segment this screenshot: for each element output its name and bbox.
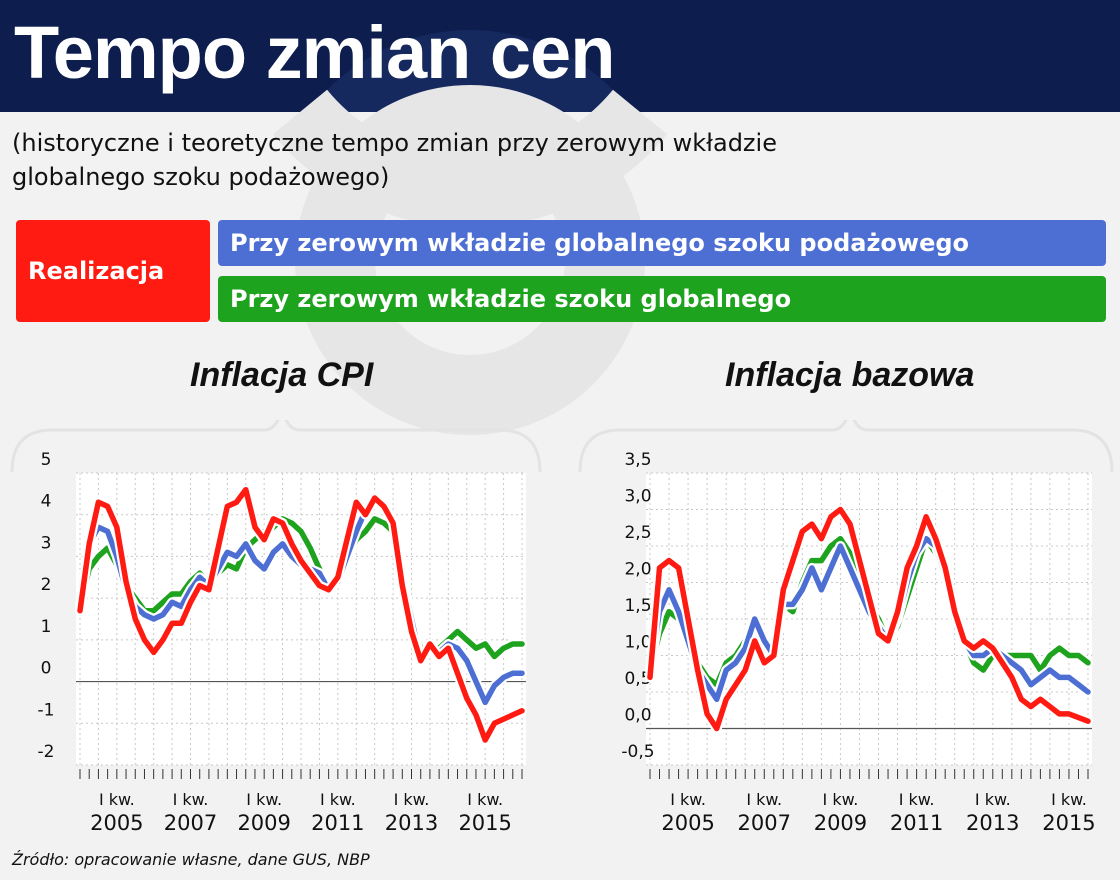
x-tick-label-quarter: I kw. <box>394 790 430 809</box>
x-tick-label-quarter: I kw. <box>246 790 282 809</box>
y-tick-label: -2 <box>38 742 55 762</box>
y-tick-label: 5 <box>41 450 52 470</box>
y-tick-label: 3,5 <box>624 450 651 470</box>
legend-blue: Przy zerowym wkładzie globalnego szoku p… <box>218 220 1106 266</box>
x-tick-label-year: 2013 <box>966 811 1019 835</box>
y-tick-label: 0 <box>41 659 52 679</box>
y-tick-label: 1,5 <box>624 596 651 616</box>
x-tick-label-year: 2013 <box>385 811 438 835</box>
x-tick-label-quarter: I kw. <box>320 790 356 809</box>
source-note: Źródło: opracowanie własne, dane GUS, NB… <box>12 850 370 869</box>
x-tick-label-year: 2005 <box>90 811 143 835</box>
legend-blue-label: Przy zerowym wkładzie globalnego szoku p… <box>230 229 970 257</box>
y-tick-label: 4 <box>41 492 52 512</box>
x-tick-label-quarter: I kw. <box>467 790 503 809</box>
chart-title-cpi: Inflacja CPI <box>190 356 374 394</box>
x-tick-label-year: 2015 <box>1042 811 1095 835</box>
x-tick-label-year: 2009 <box>814 811 867 835</box>
subtitle: (historyczne i teoretyczne tempo zmian p… <box>12 129 777 191</box>
y-tick-label: -0,5 <box>621 742 654 762</box>
brace-decoration <box>10 420 542 473</box>
y-tick-label: 0,5 <box>624 669 651 689</box>
x-tick-label-year: 2015 <box>458 811 511 835</box>
x-tick-label-year: 2011 <box>311 811 364 835</box>
y-tick-label: 1,0 <box>624 633 651 653</box>
x-tick-label-quarter: I kw. <box>823 790 859 809</box>
header-banner: Tempo zmian cen <box>0 0 1120 112</box>
y-tick-label: 2,0 <box>624 560 651 580</box>
legend-realizacja-label: Realizacja <box>28 257 165 285</box>
y-tick-label: 3,0 <box>624 487 651 507</box>
y-tick-label: 2 <box>41 575 52 595</box>
x-tick-label-quarter: I kw. <box>670 790 706 809</box>
y-tick-label: 1 <box>41 617 52 637</box>
y-tick-label: -1 <box>38 700 55 720</box>
x-tick-label-year: 2011 <box>890 811 943 835</box>
x-tick-label-year: 2007 <box>164 811 217 835</box>
y-tick-label: 3 <box>41 533 52 553</box>
y-tick-label: 0,0 <box>624 706 651 726</box>
brace-decoration <box>578 420 1114 473</box>
x-tick-label-year: 2005 <box>661 811 714 835</box>
chart-bazowa: 3,5 3,0 2,5 2,0 1,5 1,0 0,5 0,0 -0,5 I kw. 2005 I k… <box>578 420 1114 835</box>
x-tick-label-quarter: I kw. <box>975 790 1011 809</box>
x-tick-label-quarter: I kw. <box>746 790 782 809</box>
x-tick-label-quarter: I kw. <box>1051 790 1087 809</box>
legend-green: Przy zerowym wkładzie szoku globalnego <box>218 276 1106 322</box>
series-line-red <box>77 486 525 743</box>
x-tick-label-quarter: I kw. <box>899 790 935 809</box>
logo-watermark <box>308 30 632 112</box>
x-tick-label-year: 2007 <box>738 811 791 835</box>
legend-green-label: Przy zerowym wkładzie szoku globalnego <box>230 285 792 313</box>
legend-realizacja: Realizacja <box>16 220 210 322</box>
series-line-red <box>647 506 1091 732</box>
x-tick-label-quarter: I kw. <box>99 790 135 809</box>
x-tick-label-year: 2009 <box>237 811 290 835</box>
page-title: Tempo zmian cen <box>14 11 615 94</box>
chart-title-bazowa: Inflacja bazowa <box>725 356 975 394</box>
x-tick-label-quarter: I kw. <box>173 790 209 809</box>
chart-cpi: 5 4 3 2 1 0 -1 -2 I kw. 2005 I kw. 2007 I kw. 2009 I k… <box>10 420 542 835</box>
y-tick-label: 2,5 <box>624 523 651 543</box>
